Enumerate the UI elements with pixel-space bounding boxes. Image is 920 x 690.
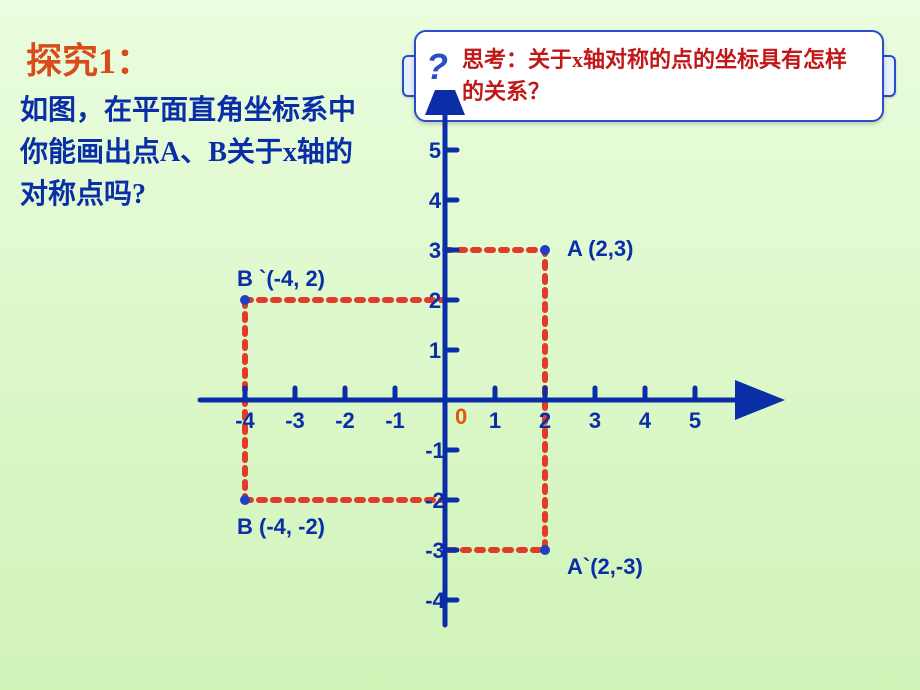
question-mark-icon: ? bbox=[426, 46, 448, 88]
point-B' bbox=[240, 295, 250, 305]
slide: 探究1： 如图，在平面直角坐标系中你能画出点A、B关于x轴的对称点吗? ? 思考… bbox=[0, 0, 920, 690]
x-tick-label: 1 bbox=[489, 408, 501, 433]
y-tick-label: -2 bbox=[425, 488, 445, 513]
y-tick-label: 5 bbox=[429, 138, 441, 163]
y-tick-label: 3 bbox=[429, 238, 441, 263]
x-tick-label: -2 bbox=[335, 408, 355, 433]
y-tick-label: 4 bbox=[429, 188, 442, 213]
point-label-B': B `(-4, 2) bbox=[237, 266, 325, 291]
point-label-B: B (-4, -2) bbox=[237, 514, 325, 539]
page-title: 探究1： bbox=[26, 32, 152, 84]
callout-label: 思考： bbox=[462, 47, 528, 72]
point-B bbox=[240, 495, 250, 505]
y-tick-label: 2 bbox=[429, 288, 441, 313]
point-A bbox=[540, 245, 550, 255]
origin-label: 0 bbox=[455, 404, 467, 429]
x-tick-label: -3 bbox=[285, 408, 305, 433]
y-tick-label: -1 bbox=[425, 438, 445, 463]
point-label-A': A`(2,-3) bbox=[567, 554, 643, 579]
x-tick-label: 5 bbox=[689, 408, 701, 433]
x-tick-label: 4 bbox=[639, 408, 652, 433]
y-tick-label: -3 bbox=[425, 538, 445, 563]
x-tick-label: 3 bbox=[589, 408, 601, 433]
x-tick-label: 2 bbox=[539, 408, 551, 433]
y-tick-label: -4 bbox=[425, 588, 445, 613]
y-tick-label: 1 bbox=[429, 338, 441, 363]
coordinate-chart: -4 -3 -2 -1 1 2 3 4 5 -4 -3 -2 -1 1 2 3 4 5 0 A (2,3) A`(2,-… bbox=[100, 90, 870, 690]
x-tick-label: -4 bbox=[235, 408, 255, 433]
point-label-A: A (2,3) bbox=[567, 236, 633, 261]
point-A' bbox=[540, 545, 550, 555]
x-tick-label: -1 bbox=[385, 408, 405, 433]
